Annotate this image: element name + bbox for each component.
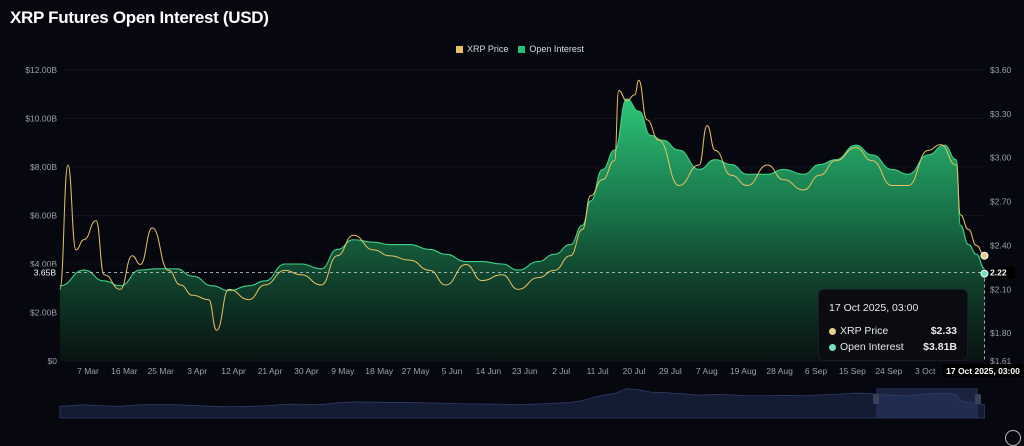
legend-label: Open Interest [529,44,584,54]
left-tick-label: $6.00B [30,211,57,221]
x-tick-label: 27 May [402,366,431,376]
tooltip-value: $2.33 [930,325,957,337]
crosshair-right-label-bg [987,266,1015,279]
left-tick-label: $0 [48,356,58,366]
x-tick-label: 11 Jul [587,366,609,376]
x-tick-label: 3 Apr [187,366,207,376]
x-tick-label: 28 Aug [766,366,793,376]
price-dot-icon [829,327,836,335]
x-tick-label: 7 Aug [696,366,718,376]
navigator-handle-right [975,394,981,404]
legend-label: XRP Price [467,44,509,54]
xrp-price-line [59,79,985,331]
oi-dot-icon [829,343,836,351]
x-tick-label: 24 Sep [875,366,902,376]
left-tick-label: $12.00B [25,65,57,75]
chart-title: XRP Futures Open Interest (USD) [10,8,269,27]
crosshair-x-label: 17 Oct 2025, 03:00 [946,366,1020,376]
x-tick-label: 18 May [365,366,394,376]
tooltip-row-oi: Open Interest $3.81B [829,341,957,353]
legend: XRP Price Open Interest [456,44,584,54]
tooltip-value: $3.81B [923,341,957,353]
tooltip-label: Open Interest [840,341,904,353]
x-tick-label: 9 May [331,366,355,376]
x-tick-label: 16 Mar [111,366,138,376]
legend-item-oi[interactable]: Open Interest [518,44,584,54]
right-tick-label: $1.61 [990,356,1012,366]
left-tick-label: $8.00B [30,162,57,172]
x-tick-label: 6 Sep [805,366,827,376]
right-tick-label: $3.30 [990,109,1012,119]
x-tick-label: 21 Apr [258,366,283,376]
oi-marker [980,269,989,278]
right-tick-label: $3.00 [990,153,1012,163]
crosshair-right-label: 2.22 [990,267,1007,277]
x-tick-label: 3 Oct [915,366,936,376]
x-tick-label: 2 Jul [552,366,570,376]
price-swatch-icon [456,45,463,53]
left-tick-label: $4.00B [30,259,57,269]
navigator-handle-left [873,394,879,404]
x-tick-label: 29 Jul [659,366,682,376]
navigator-selection [876,388,978,418]
x-tick-label: 23 Jun [512,366,538,376]
x-tick-label: 7 Mar [77,366,99,376]
crosshair-left-label-bg [28,266,60,279]
right-tick-label: $2.70 [990,197,1012,207]
open-interest-line [59,98,985,292]
open-interest-area [59,99,985,361]
right-tick-label: $3.60 [990,65,1012,75]
x-tick-label: 14 Jun [476,366,502,376]
tooltip-date: 17 Oct 2025, 03:00 [829,302,919,314]
x-tick-label: 5 Jun [442,366,463,376]
left-tick-label: $2.00B [30,308,57,318]
crosshair-left-label: 3.65B [34,267,57,277]
right-tick-label: $2.10 [990,284,1012,294]
price-marker [980,251,989,260]
left-tick-label: $10.00B [25,114,57,124]
x-tick-label: 30 Apr [294,366,319,376]
tooltip: 17 Oct 2025, 03:00 XRP Price $2.33 Open … [818,289,968,361]
tooltip-label: XRP Price [840,325,889,337]
right-tick-label: $2.40 [990,240,1012,250]
x-tick-label: 12 Apr [221,366,246,376]
navigator-series [59,388,985,419]
oi-swatch-icon [518,45,526,53]
x-tick-label: 19 Aug [730,366,757,376]
clock-icon[interactable] [1005,430,1021,446]
x-tick-label: 20 Jul [623,366,646,376]
x-tick-label: 25 Mar [148,366,175,376]
legend-item-price[interactable]: XRP Price [456,44,508,54]
crosshair-x-label-bg [943,364,1023,377]
x-tick-label: 15 Sep [839,366,866,376]
tooltip-row-price: XRP Price $2.33 [829,325,957,337]
right-tick-label: $1.80 [990,328,1012,338]
